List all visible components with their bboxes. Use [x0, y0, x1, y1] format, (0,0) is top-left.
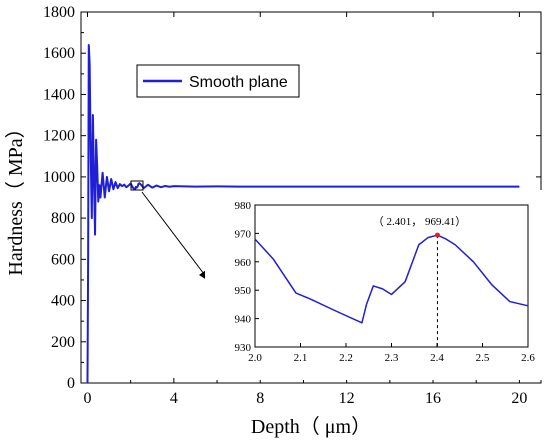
x-tick-label: 16: [425, 390, 441, 407]
main-ticks: 0 4 8 12 16 200200400600800100012001400160018…: [43, 4, 541, 407]
inset-y-tick-label: 980: [235, 200, 252, 212]
series-line-smooth-plane: [86, 43, 520, 384]
inset-series: [254, 234, 529, 324]
inset-series-line: [254, 234, 529, 324]
inset-peak-point: [434, 232, 440, 238]
main-series: [86, 43, 520, 384]
inset-ticks: 2.0 2.1 2.2 2.3 2.4 2.5 2.6 930 940 950 960 970 980: [235, 200, 536, 364]
y-tick-label: 200: [51, 334, 75, 351]
x-tick-label: 4: [170, 390, 178, 407]
legend-label: Smooth plane: [189, 74, 288, 91]
legend: Smooth plane: [136, 64, 300, 98]
x-tick-label: 8: [256, 390, 264, 407]
inset-peak-annotation: （ 2.401， 969.41）: [373, 215, 467, 228]
y-tick-label: 1800: [43, 4, 75, 21]
inset-x-tick-label: 2.5: [476, 352, 490, 364]
inset-y-tick-label: 970: [235, 228, 252, 240]
inset-x-tick-label: 2.1: [294, 352, 308, 364]
inset-background: [205, 190, 545, 380]
inset-x-tick-label: 2.2: [339, 352, 353, 364]
y-tick-label: 800: [51, 210, 75, 227]
y-tick-label: 600: [51, 251, 75, 268]
y-tick-label: 1000: [43, 169, 75, 186]
inset-x-tick-label: 2.6: [521, 352, 535, 364]
inset-chart: 2.0 2.1 2.2 2.3 2.4 2.5 2.6930940950960970980 …: [205, 190, 545, 380]
y-tick-label: 0: [67, 375, 75, 392]
inset-y-tick-label: 940: [235, 314, 252, 326]
y-axis-label: Hardness（ MPa）: [4, 118, 27, 275]
x-axis-label: Depth（ μm）: [251, 415, 371, 438]
zoom-arrow-line: [141, 191, 205, 275]
x-tick-label: 20: [511, 390, 527, 407]
x-tick-label: 0: [83, 390, 91, 407]
inset-x-tick-label: 2.4: [430, 352, 444, 364]
x-tick-label: 12: [339, 390, 355, 407]
inset-x-tick-label: 2.0: [248, 352, 262, 364]
zoom-region-marker: [130, 180, 144, 191]
y-tick-label: 1600: [43, 45, 75, 62]
inset-x-tick-label: 2.3: [385, 352, 399, 364]
y-tick-label: 400: [51, 293, 75, 310]
y-tick-label: 1400: [43, 86, 75, 103]
inset-y-tick-label: 950: [235, 285, 252, 297]
inset-y-tick-label: 930: [235, 342, 252, 354]
y-tick-label: 1200: [43, 128, 75, 145]
inset-y-tick-label: 960: [235, 257, 252, 269]
